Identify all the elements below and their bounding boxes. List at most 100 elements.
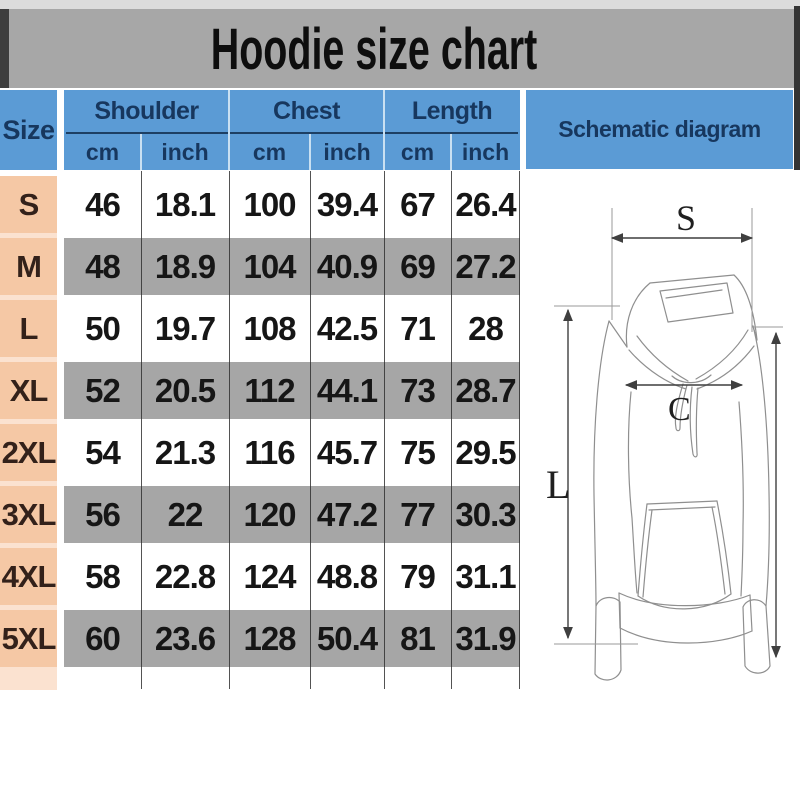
cell-shoulder-cm: 50 xyxy=(85,309,121,347)
table-row: 2XL 54 21.3 116 45.7 75 29.5 xyxy=(0,424,800,481)
shoulder-measure-label: S xyxy=(676,198,696,238)
cell-chest-cm: 112 xyxy=(244,371,295,409)
size-label: 4XL xyxy=(0,548,57,605)
group-header-length: Length xyxy=(411,96,493,125)
size-label: 2XL xyxy=(0,424,57,481)
shoulder-measure-arrow: S xyxy=(610,198,754,332)
size-label: XL xyxy=(0,362,57,419)
cell-chest-cm: 128 xyxy=(243,619,296,657)
sleeve-measure-arrow xyxy=(753,326,783,659)
unit-header: cm xyxy=(400,138,435,165)
cell-length-cm: 69 xyxy=(400,247,436,285)
cell-length-cm: 73 xyxy=(400,371,436,409)
unit-header: inch xyxy=(323,138,371,165)
cell-chest-inch: 44.1 xyxy=(316,371,378,409)
grid-line xyxy=(519,171,520,689)
unit-header: inch xyxy=(161,138,209,165)
cell-shoulder-inch: 21.3 xyxy=(154,433,216,471)
cell-length-inch: 28 xyxy=(468,309,504,347)
group-header-chest: Chest xyxy=(273,96,340,125)
top-light-strip xyxy=(0,0,800,9)
unit-header-row: cm inch cm inch cm inch xyxy=(64,134,520,170)
cell-shoulder-inch: 19.7 xyxy=(154,309,216,347)
header-separator xyxy=(450,134,452,170)
cell-shoulder-cm: 60 xyxy=(85,619,121,657)
group-header-shoulder: Shoulder xyxy=(94,96,199,125)
length-measure-arrow: L xyxy=(546,305,638,645)
cell-chest-cm: 120 xyxy=(243,495,296,533)
cell-chest-inch: 42.5 xyxy=(316,309,378,347)
cell-shoulder-cm: 58 xyxy=(85,557,121,595)
cell-chest-inch: 40.9 xyxy=(316,247,378,285)
cell-length-cm: 75 xyxy=(400,433,436,471)
cell-length-inch: 30.3 xyxy=(455,495,516,533)
cell-chest-inch: 45.7 xyxy=(316,433,378,471)
grid-line xyxy=(310,171,311,689)
cell-length-inch: 27.2 xyxy=(455,247,516,285)
size-label: 3XL xyxy=(0,486,57,543)
grid-line xyxy=(384,171,385,689)
grid-line xyxy=(451,171,452,689)
header-separator xyxy=(140,134,142,170)
cell-length-inch: 29.5 xyxy=(455,433,516,471)
header-separator xyxy=(228,90,230,170)
cell-length-cm: 79 xyxy=(400,557,436,595)
grid-line xyxy=(229,171,230,689)
chest-measure-arrow: C xyxy=(624,380,744,428)
cell-length-inch: 28.7 xyxy=(455,371,516,409)
table-row: 3XL 56 22 120 47.2 77 30.3 xyxy=(0,486,800,543)
unit-header: cm xyxy=(85,138,120,165)
table-row: 5XL 60 23.6 128 50.4 81 31.9 xyxy=(0,610,800,667)
cell-chest-inch: 47.2 xyxy=(316,495,378,533)
schematic-header: Schematic diagram xyxy=(526,90,793,169)
cell-chest-cm: 124 xyxy=(243,557,296,595)
measurement-header: Shoulder Chest Length cm inch cm inch cm… xyxy=(64,90,520,170)
cell-length-cm: 71 xyxy=(400,309,436,347)
cell-shoulder-cm: 54 xyxy=(85,433,121,471)
cell-length-cm: 67 xyxy=(400,185,436,223)
cell-chest-inch: 39.4 xyxy=(316,185,378,223)
size-label: S xyxy=(0,176,57,233)
cell-shoulder-cm: 52 xyxy=(85,371,121,409)
cell-length-inch: 31.1 xyxy=(455,557,516,595)
size-column-header: Size xyxy=(0,90,57,170)
unit-header: cm xyxy=(252,138,287,165)
cell-shoulder-cm: 56 xyxy=(85,495,121,533)
cell-length-cm: 81 xyxy=(400,619,436,657)
cell-shoulder-inch: 18.1 xyxy=(154,185,216,223)
header-separator xyxy=(383,90,385,170)
table-row: M 48 18.9 104 40.9 69 27.2 xyxy=(0,238,800,295)
hoodie-drawing xyxy=(593,274,771,681)
cell-shoulder-inch: 22.8 xyxy=(154,557,216,595)
cell-chest-inch: 50.4 xyxy=(316,619,378,657)
cell-shoulder-cm: 48 xyxy=(85,247,121,285)
size-label: M xyxy=(0,238,57,295)
cell-length-inch: 31.9 xyxy=(455,619,516,657)
header-divider-line xyxy=(66,132,518,134)
length-measure-label: L xyxy=(546,462,570,507)
grid-line xyxy=(141,171,142,689)
cell-shoulder-inch: 20.5 xyxy=(154,371,216,409)
page-title: Hoodie size chart xyxy=(210,17,538,82)
table-row: S 46 18.1 100 39.4 67 26.4 xyxy=(0,176,800,233)
group-header-row: Shoulder Chest Length xyxy=(64,90,520,132)
table-row: 4XL 58 22.8 124 48.8 79 31.1 xyxy=(0,548,800,605)
left-edge-strip xyxy=(0,9,9,88)
cell-chest-cm: 108 xyxy=(243,309,296,347)
cell-shoulder-inch: 22 xyxy=(167,495,204,533)
cell-shoulder-cm: 46 xyxy=(85,185,121,223)
chest-measure-label: C xyxy=(668,391,691,428)
cell-shoulder-inch: 18.9 xyxy=(154,247,216,285)
cell-shoulder-inch: 23.6 xyxy=(154,619,216,657)
cell-length-inch: 26.4 xyxy=(455,185,516,223)
cell-chest-cm: 100 xyxy=(243,185,296,223)
size-label: 5XL xyxy=(0,610,57,667)
right-edge-strip xyxy=(794,6,800,170)
unit-header: inch xyxy=(461,138,510,165)
hoodie-schematic-diagram: S C L xyxy=(546,198,783,681)
size-label: L xyxy=(0,300,57,357)
table-row: XL 52 20.5 112 44.1 73 28.7 xyxy=(0,362,800,419)
cell-chest-cm: 116 xyxy=(244,433,295,471)
cell-chest-cm: 104 xyxy=(243,247,296,285)
